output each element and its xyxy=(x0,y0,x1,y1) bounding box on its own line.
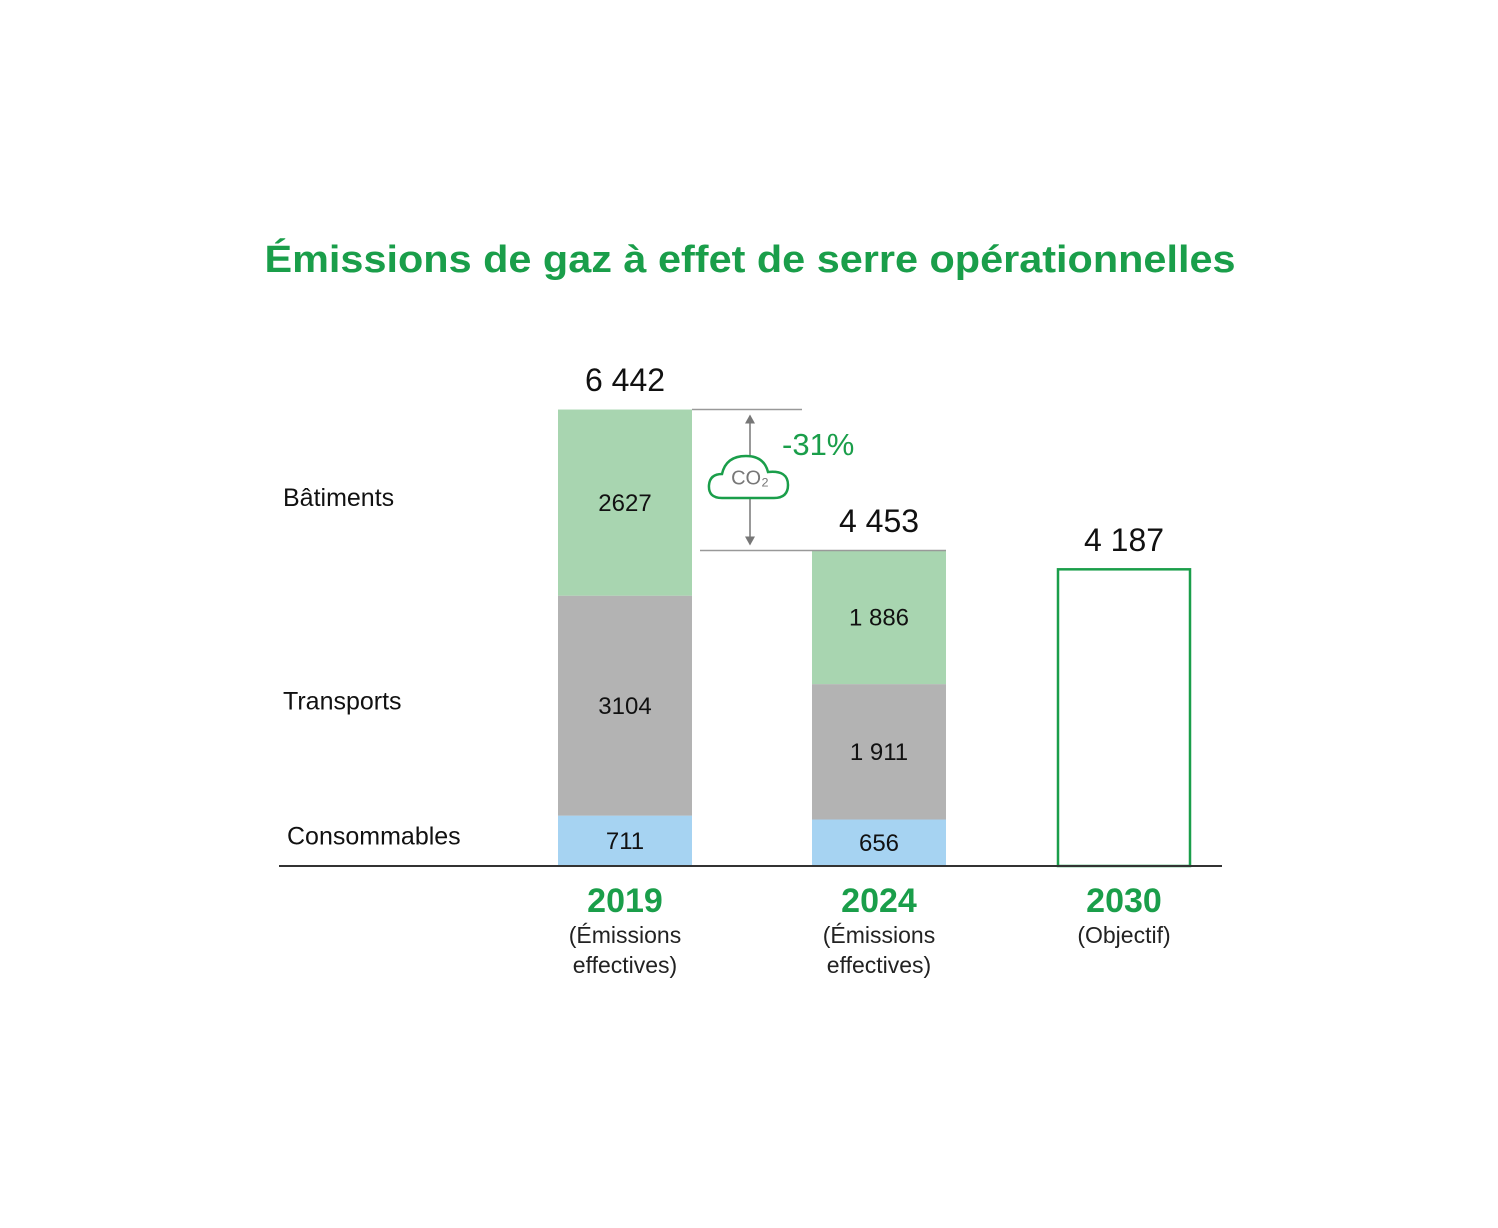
legend-label: Consommables xyxy=(287,822,461,850)
segment-label: 656 xyxy=(859,830,899,857)
category-label: 2019 xyxy=(587,882,663,920)
arrow-head xyxy=(745,536,755,546)
bar-segment xyxy=(812,684,946,820)
category-note: (Objectif) xyxy=(1077,922,1170,948)
category-note-line: (Objectif) xyxy=(1077,922,1170,948)
category-note-line: effectives) xyxy=(573,952,677,978)
bar-segment xyxy=(558,595,692,816)
chart-title: Émissions de gaz à effet de serre opérat… xyxy=(265,237,1236,281)
arrow-head xyxy=(745,414,755,424)
change-label: -31% xyxy=(782,427,854,462)
segment-label: 2627 xyxy=(598,490,651,517)
segment-label: 3104 xyxy=(598,693,651,720)
co2-label: CO₂ xyxy=(731,467,769,489)
category-note-line: effectives) xyxy=(827,952,931,978)
category-note-line: (Émissions xyxy=(823,922,935,948)
bar-segment xyxy=(812,819,946,866)
category-note: (Émissions effectives) xyxy=(569,922,681,978)
target-bar xyxy=(1056,568,1192,868)
segment-label: 1 911 xyxy=(850,739,908,766)
total-label: 4 187 xyxy=(1084,522,1164,558)
bar-segment xyxy=(558,409,692,596)
segment-label: 1 886 xyxy=(849,605,909,632)
category-note: (Émissions effectives) xyxy=(823,922,935,978)
category-label: 2030 xyxy=(1086,882,1162,920)
bar-segment xyxy=(812,550,946,685)
co2-cloud xyxy=(707,454,790,500)
total-label: 6 442 xyxy=(585,362,665,398)
segment-label: 711 xyxy=(606,828,644,855)
category-note-line: (Émissions xyxy=(569,922,681,948)
bar-segment xyxy=(558,815,692,866)
legend-label: Transports xyxy=(283,687,402,715)
category-label: 2024 xyxy=(841,882,917,920)
total-label: 4 453 xyxy=(839,503,919,539)
legend-label: Bâtiments xyxy=(283,484,394,512)
